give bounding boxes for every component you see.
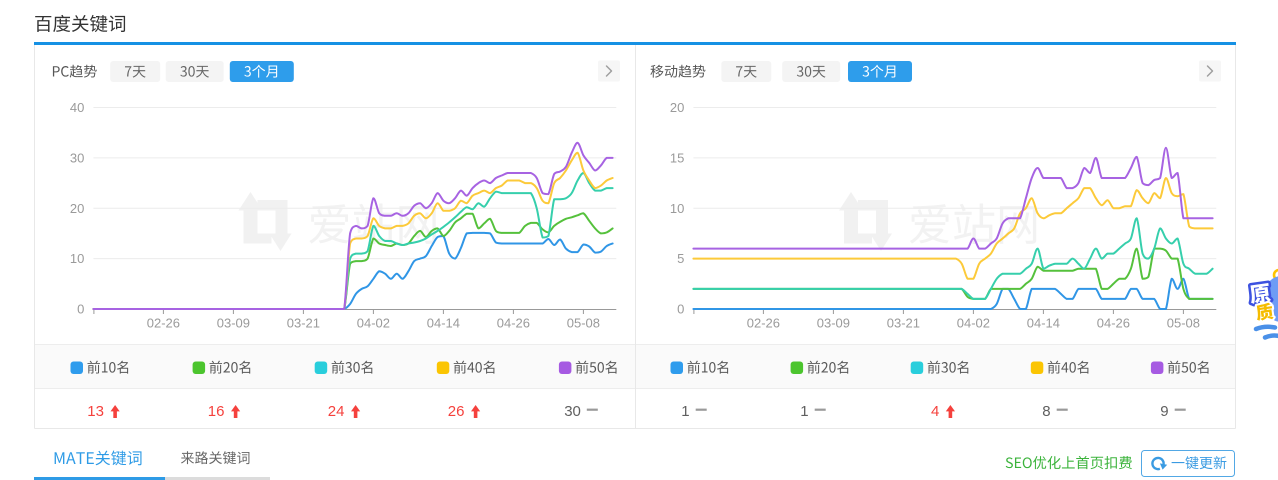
svg-text:04-26: 04-26 [1097,316,1130,331]
svg-text:4: 4 [931,403,939,420]
svg-text:05-08: 05-08 [567,316,600,331]
svg-text:0: 0 [77,302,84,317]
svg-text:40: 40 [70,100,84,115]
svg-text:05-08: 05-08 [1167,316,1200,331]
svg-text:30: 30 [564,403,581,420]
svg-text:03-21: 03-21 [287,316,320,331]
svg-text:15: 15 [670,150,684,165]
svg-text:04-14: 04-14 [1027,316,1060,331]
svg-text:03-21: 03-21 [887,316,920,331]
svg-text:8: 8 [1042,403,1050,420]
svg-text:0: 0 [677,302,684,317]
svg-text:26: 26 [448,403,465,420]
svg-text:03-09: 03-09 [217,316,250,331]
svg-text:02-26: 02-26 [147,316,180,331]
svg-text:10: 10 [670,201,684,216]
svg-text:04-02: 04-02 [357,316,390,331]
svg-text:24: 24 [328,403,345,420]
svg-text:1: 1 [681,403,689,420]
svg-text:10: 10 [70,251,84,266]
svg-text:9: 9 [1160,403,1168,420]
svg-text:1: 1 [800,403,808,420]
svg-text:20: 20 [70,201,84,216]
svg-text:16: 16 [208,403,225,420]
svg-text:5: 5 [677,251,684,266]
svg-text:20: 20 [670,100,684,115]
svg-text:02-26: 02-26 [747,316,780,331]
svg-text:04-14: 04-14 [427,316,460,331]
svg-text:13: 13 [87,403,104,420]
svg-text:04-26: 04-26 [497,316,530,331]
svg-text:30: 30 [70,150,84,165]
svg-text:03-09: 03-09 [817,316,850,331]
svg-text:04-02: 04-02 [957,316,990,331]
